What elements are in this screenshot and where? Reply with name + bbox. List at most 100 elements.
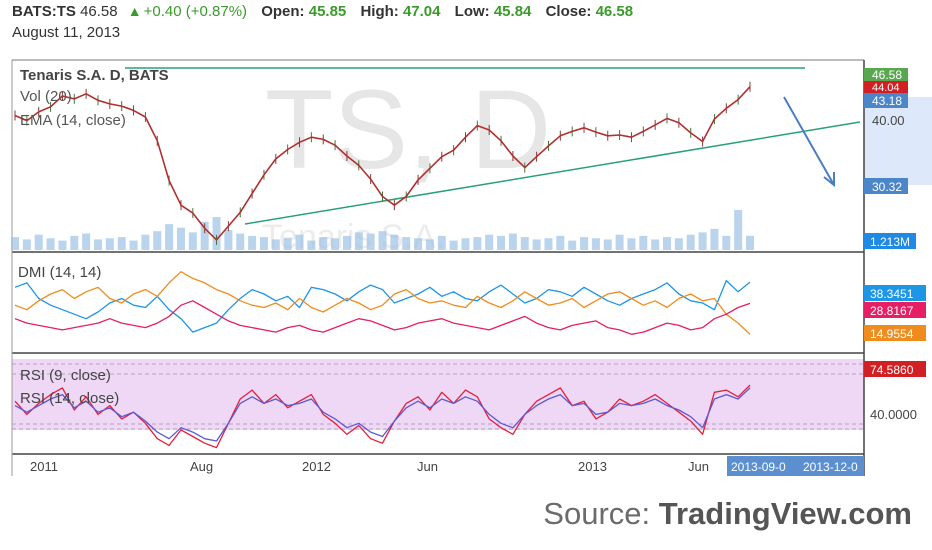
up-triangle-icon: ▲ xyxy=(127,3,142,19)
range-end-label: 2013-12-0 xyxy=(803,460,858,474)
last-price: 46.58 xyxy=(80,3,118,20)
range-start-label: 2013-09-0 xyxy=(731,460,786,474)
volume-bar xyxy=(70,235,79,250)
volume-bar xyxy=(307,240,316,250)
arrow-start-price-tag xyxy=(864,93,908,108)
x-tick-2012: 2012 xyxy=(302,459,331,474)
volume-bar xyxy=(710,228,719,250)
rsi-value-tag-text: 74.5860 xyxy=(870,363,914,377)
volume-bar xyxy=(532,239,541,250)
open-label: Open: xyxy=(261,3,305,20)
volume-bar xyxy=(591,238,600,250)
volume-bars xyxy=(11,210,754,250)
volume-bar xyxy=(390,234,399,250)
last-price-tag xyxy=(864,68,908,81)
volume-bar xyxy=(22,239,31,250)
arrow-end-price-tag xyxy=(864,178,908,194)
volume-bar xyxy=(188,232,197,250)
volume-bar xyxy=(568,240,577,250)
dmi-minus-line xyxy=(14,271,751,335)
low-value: 45.84 xyxy=(493,3,532,20)
volume-bar xyxy=(402,237,411,250)
adx-line xyxy=(14,300,751,335)
volume-bar xyxy=(200,221,209,250)
volume-bar xyxy=(295,234,304,250)
volume-bar xyxy=(331,238,340,250)
volume-bar xyxy=(674,238,683,250)
last-price-tag-text: 46.58 xyxy=(872,68,902,82)
volume-bar xyxy=(248,235,257,250)
dmi-plus-tag-text: 38.3451 xyxy=(870,287,914,301)
volume-bar xyxy=(746,235,754,250)
volume-bar xyxy=(698,232,707,250)
support-trendline[interactable] xyxy=(244,121,861,225)
volume-bar xyxy=(271,239,280,250)
ema-study-label: EMA (14, close) xyxy=(20,112,126,129)
volume-bar xyxy=(153,231,162,250)
rsi-series xyxy=(14,384,751,449)
x-tick-jun-2012: Jun xyxy=(417,459,438,474)
company-watermark: Tenaris S.A. xyxy=(262,218,445,256)
high-value: 47.04 xyxy=(402,3,441,20)
x-tick-jun-2013: Jun xyxy=(688,459,709,474)
range-highlight[interactable] xyxy=(727,456,864,476)
volume-tag xyxy=(864,233,916,249)
dmi-plus-tag xyxy=(864,285,926,301)
volume-bar xyxy=(734,210,743,250)
low-label: Low: xyxy=(454,3,490,20)
volume-bar xyxy=(366,233,375,250)
volume-bar xyxy=(473,237,482,250)
volume-bar xyxy=(378,231,387,250)
ema-price-tag-text: 44.04 xyxy=(872,82,900,94)
rsi14-pane-title: RSI (14, close) xyxy=(20,390,119,407)
rsi9-pane-title: RSI (9, close) xyxy=(20,367,111,384)
volume-bar xyxy=(141,234,150,250)
volume-bar xyxy=(259,237,268,250)
volume-bar xyxy=(224,230,233,250)
volume-bar xyxy=(354,232,363,250)
arrow-head-icon xyxy=(823,172,835,188)
volume-bar xyxy=(544,238,553,250)
arrow-start-price-tag-text: 43.18 xyxy=(872,94,902,108)
volume-bar xyxy=(11,237,19,250)
price-axis-tick: 40.00 xyxy=(872,113,905,128)
volume-bar xyxy=(722,235,731,250)
volume-bar xyxy=(663,237,672,250)
volume-bar xyxy=(129,240,138,250)
price-series xyxy=(14,81,751,245)
x-tick-aug: Aug xyxy=(190,459,213,474)
dmi-adx-tag xyxy=(864,302,926,318)
volume-tag-text: 1.213M xyxy=(870,235,910,249)
volume-bar xyxy=(93,239,102,250)
source-brand: TradingView.com xyxy=(658,496,912,531)
volume-bar xyxy=(425,239,434,250)
volume-bar xyxy=(651,239,660,250)
volume-bar xyxy=(520,237,529,250)
close-label: Close: xyxy=(545,3,592,20)
ema-line xyxy=(14,86,751,241)
source-credit: Source: TradingView.com xyxy=(543,496,912,532)
price-pane-title: Tenaris S.A. D, BATS xyxy=(20,67,169,84)
volume-bar xyxy=(414,238,423,250)
volume-bar xyxy=(461,238,470,250)
high-label: High: xyxy=(360,3,399,20)
volume-bar xyxy=(319,237,328,250)
dmi-series xyxy=(14,271,751,335)
volume-bar xyxy=(437,235,446,250)
rsi-value-tag xyxy=(864,361,926,377)
projection-arrow[interactable] xyxy=(783,96,835,186)
rsi14-line xyxy=(14,387,751,442)
close-value: 46.58 xyxy=(595,3,634,20)
dmi-plus-line xyxy=(14,279,751,333)
volume-study-label: Vol (20) xyxy=(20,88,72,105)
volume-bar xyxy=(556,235,565,250)
volume-bar xyxy=(82,233,91,250)
volume-bar xyxy=(686,234,695,250)
stock-chart[interactable]: TS, D Tenaris S.A. Tenaris S.A. D, BATS … xyxy=(0,0,932,490)
volume-bar xyxy=(34,234,43,250)
bar-date: August 11, 2013 xyxy=(12,24,121,41)
volume-bar xyxy=(627,238,636,250)
volume-bar xyxy=(212,217,221,250)
volume-bar xyxy=(580,237,589,250)
volume-bar xyxy=(165,224,174,250)
